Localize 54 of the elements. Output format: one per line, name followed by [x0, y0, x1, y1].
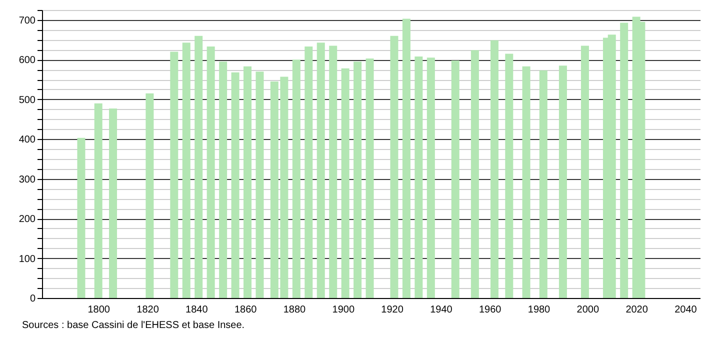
bar: [522, 66, 530, 298]
bar: [414, 56, 423, 298]
bar: [341, 68, 350, 298]
bar: [470, 50, 479, 298]
bar: [426, 58, 435, 298]
bar: [244, 66, 252, 298]
bar: [304, 46, 313, 298]
x-tick-label: 2020: [626, 304, 648, 316]
x-tick-label: 1840: [186, 304, 208, 316]
y-tick-label: 100: [18, 254, 36, 265]
bar: [231, 72, 240, 298]
bar: [390, 36, 398, 298]
x-tick-label: 1980: [528, 304, 551, 316]
bar: [109, 108, 118, 298]
x-tick-label: 2040: [674, 304, 698, 316]
y-tick-label: 300: [18, 174, 36, 186]
bar: [354, 62, 362, 298]
x-tick-label: 1900: [332, 304, 355, 316]
bar: [170, 52, 178, 298]
bar: [256, 72, 264, 298]
bar: [620, 22, 628, 298]
bar: [558, 66, 567, 298]
y-tick-label: 0: [30, 294, 36, 304]
y-tick-label: 200: [18, 214, 36, 226]
bar: [539, 70, 548, 298]
x-tick-label: 2000: [576, 304, 600, 316]
x-tick-label: 1920: [381, 304, 404, 316]
bar: [77, 138, 86, 298]
bar: [402, 18, 410, 298]
bar: [490, 40, 498, 298]
x-tick-label: 1880: [283, 304, 306, 316]
y-tick-label: 400: [18, 134, 36, 146]
bar: [219, 62, 228, 298]
x-tick-label: 1940: [430, 304, 453, 316]
bar: [451, 60, 460, 298]
bar: [194, 36, 203, 298]
bar: [206, 46, 215, 298]
x-tick-label: 1800: [88, 304, 110, 316]
x-tick-label: 1960: [478, 304, 502, 316]
bar: [94, 103, 102, 298]
x-tick-label: 1820: [136, 304, 160, 316]
bar: [146, 93, 154, 298]
x-tick-label: 1860: [234, 304, 258, 316]
bar: [292, 60, 300, 298]
y-tick-label: 600: [18, 55, 36, 66]
source-note: Sources : base Cassini de l'EHESS et base Insee.: [22, 320, 245, 331]
bar: [316, 42, 325, 298]
bar: [580, 46, 589, 298]
bar: [505, 54, 514, 298]
bar: [366, 58, 374, 298]
y-tick-label: 700: [18, 15, 36, 26]
y-tick-label: 500: [18, 94, 36, 106]
bar: [329, 46, 338, 298]
bar: [182, 42, 190, 298]
